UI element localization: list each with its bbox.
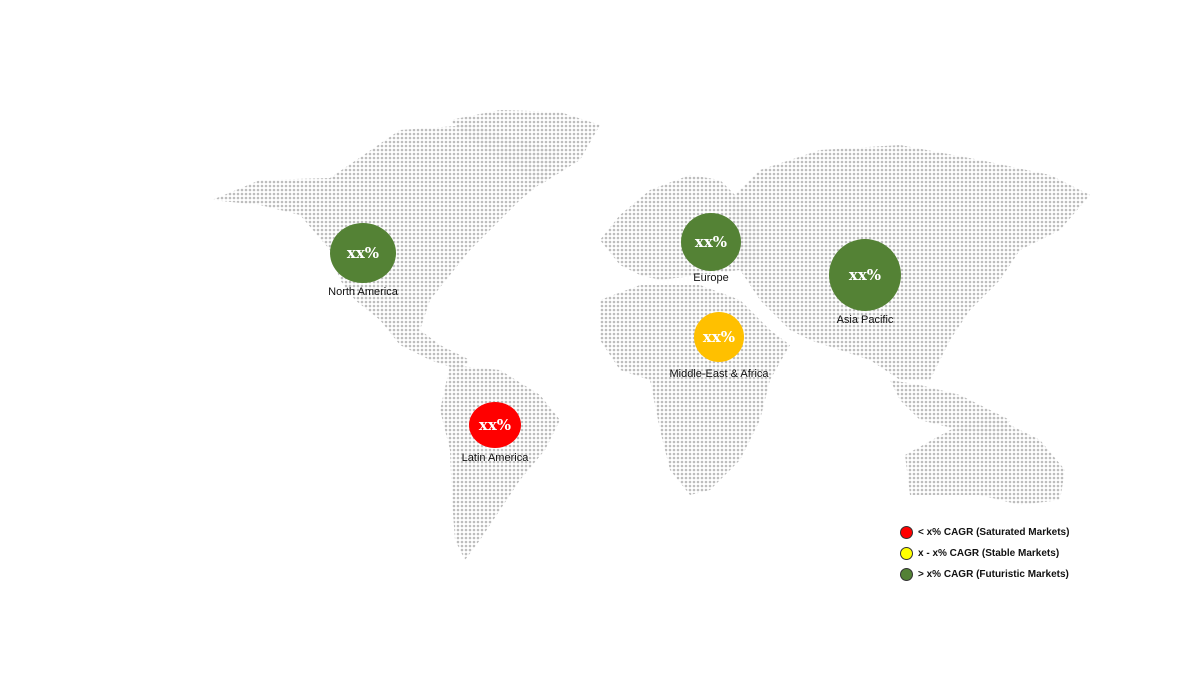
- south-america-shape: [440, 365, 560, 560]
- region-value: xx%: [694, 233, 728, 251]
- greenland-shape: [450, 110, 600, 185]
- region-label: Europe: [693, 272, 729, 284]
- region-label: Asia Pacific: [836, 314, 894, 326]
- region-label: Middle-East & Africa: [669, 368, 769, 380]
- legend-label: < x% CAGR (Saturated Markets): [918, 527, 1070, 538]
- asia-shape: [730, 145, 1090, 380]
- legend-label: x - x% CAGR (Stable Markets): [918, 548, 1060, 559]
- legend-item: < x% CAGR (Saturated Markets): [900, 522, 1069, 543]
- legend: < x% CAGR (Saturated Markets) x - x% CAGR…: [900, 522, 1069, 585]
- region-label: Latin America: [461, 452, 529, 464]
- legend-item: x - x% CAGR (Stable Markets): [900, 543, 1069, 564]
- region-bubble: xx%: [694, 312, 744, 362]
- australia-shape: [905, 415, 1065, 505]
- region-bubble: xx%: [330, 223, 396, 283]
- region-value: xx%: [848, 266, 882, 284]
- region-value: xx%: [346, 244, 380, 262]
- africa-shape: [600, 285, 790, 495]
- legend-item: > x% CAGR (Futuristic Markets): [900, 564, 1069, 585]
- legend-dot-icon: [900, 568, 913, 581]
- legend-dot-icon: [900, 547, 913, 560]
- legend-label: > x% CAGR (Futuristic Markets): [918, 569, 1069, 580]
- region-bubble: xx%: [829, 239, 901, 311]
- region-bubble: xx%: [469, 402, 521, 448]
- legend-dot-icon: [900, 526, 913, 539]
- region-bubble: xx%: [681, 213, 741, 271]
- region-label: North America: [328, 286, 398, 298]
- region-value: xx%: [478, 416, 512, 434]
- region-value: xx%: [702, 328, 736, 346]
